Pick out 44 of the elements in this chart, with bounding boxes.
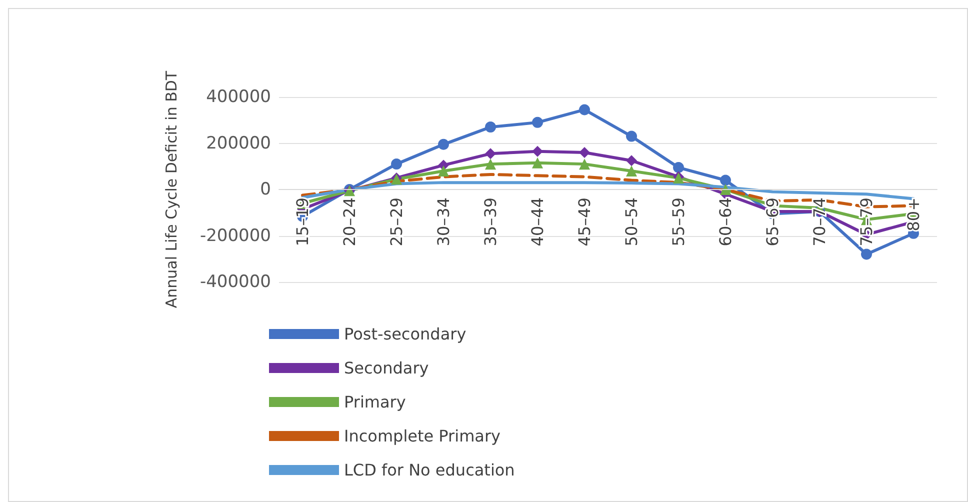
- legend-label: LCD for No education: [344, 460, 515, 480]
- point: [861, 248, 872, 260]
- point: [626, 130, 637, 142]
- point: [485, 148, 496, 160]
- point: [673, 162, 684, 174]
- point: [579, 104, 590, 116]
- x-tick-label: 40–44: [528, 198, 547, 246]
- y-tick-label: -400000: [200, 272, 271, 292]
- x-tick-label: 45–49: [575, 198, 594, 246]
- x-tick-label: 35–39: [481, 198, 500, 246]
- point: [532, 146, 543, 157]
- y-tick-label: 400000: [206, 87, 271, 107]
- x-tick-label: 60–64: [716, 198, 735, 246]
- x-tick-label: 75–79: [857, 198, 876, 246]
- point: [720, 174, 731, 186]
- point: [391, 158, 402, 170]
- legend-label: Incomplete Primary: [344, 426, 501, 446]
- x-tick-label: 80+: [904, 198, 923, 232]
- x-tick-label: 15–19: [293, 198, 312, 246]
- legend-label: Post-secondary: [344, 324, 466, 344]
- y-axis-title: Annual Life Cycle Deficit in BDT: [162, 70, 180, 308]
- point: [485, 158, 496, 170]
- point: [579, 158, 590, 170]
- point: [626, 166, 637, 176]
- point: [438, 138, 449, 150]
- point: [579, 147, 590, 158]
- point: [720, 184, 731, 195]
- x-tick-label: 50–54: [622, 198, 641, 246]
- legend-label: Primary: [344, 392, 406, 412]
- point: [532, 116, 543, 128]
- y-tick-label: 200000: [206, 133, 271, 154]
- x-tick-label: 30–34: [434, 198, 453, 246]
- point: [626, 155, 637, 166]
- legend-label: Secondary: [344, 358, 429, 378]
- y-tick-label: 0: [260, 180, 271, 200]
- x-tick-label: 55–59: [669, 198, 688, 246]
- x-tick-label: 25–29: [387, 198, 406, 246]
- x-tick-label: 20–24: [340, 198, 359, 246]
- x-tick-label: 65–69: [763, 198, 782, 246]
- x-tick-label: 70–74: [810, 198, 829, 246]
- y-tick-label: -200000: [200, 226, 271, 246]
- point: [485, 122, 496, 133]
- point: [532, 157, 543, 168]
- point: [438, 166, 449, 176]
